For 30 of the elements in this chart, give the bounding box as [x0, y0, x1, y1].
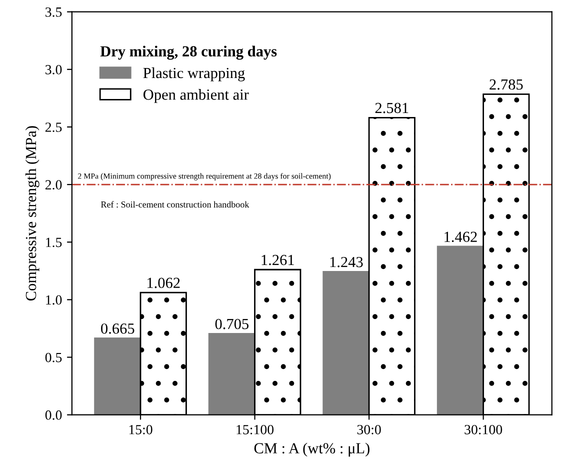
y-tick-label: 2.5: [45, 122, 62, 132]
y-tick-label: 0.5: [45, 352, 62, 362]
bar: [208, 332, 256, 415]
data-label: 2.581: [375, 102, 408, 114]
legend-label: Plastic wrapping: [143, 67, 245, 82]
y-tick-label: 3.0: [46, 64, 62, 74]
y-tick-label: 2.0: [45, 180, 62, 190]
x-tick-label: 30:100: [464, 424, 502, 434]
data-label: 1.462: [444, 232, 477, 242]
data-label: 2.785: [490, 79, 523, 90]
legend-label: Open ambient air: [143, 89, 249, 103]
x-tick-label: 15:0: [129, 424, 152, 434]
bar: [94, 338, 142, 415]
x-tick-label: 15:100: [236, 424, 274, 434]
x-tick-label: 30:0: [357, 424, 381, 434]
bar: [436, 246, 484, 415]
annotation: Ref : Soil-cement construction handbook: [100, 201, 250, 208]
data-label: 0.665: [101, 323, 134, 334]
data-label: 1.261: [262, 254, 294, 266]
y-tick-label: 1.5: [46, 238, 62, 248]
y-tick-label: 0.0: [45, 410, 62, 420]
bar: [322, 271, 370, 415]
data-label: 1.243: [330, 256, 363, 268]
y-axis-title: Compressive strength (MPa): [25, 126, 40, 301]
x-axis-title: CM : A (wt% : μL): [254, 442, 370, 457]
y-tick-label: 3.5: [46, 7, 62, 17]
legend-title: Dry mixing, 28 curing days: [100, 46, 277, 60]
data-label: 1.062: [148, 278, 180, 288]
data-label: 0.705: [215, 318, 249, 330]
y-tick-label: 1.0: [46, 295, 62, 305]
